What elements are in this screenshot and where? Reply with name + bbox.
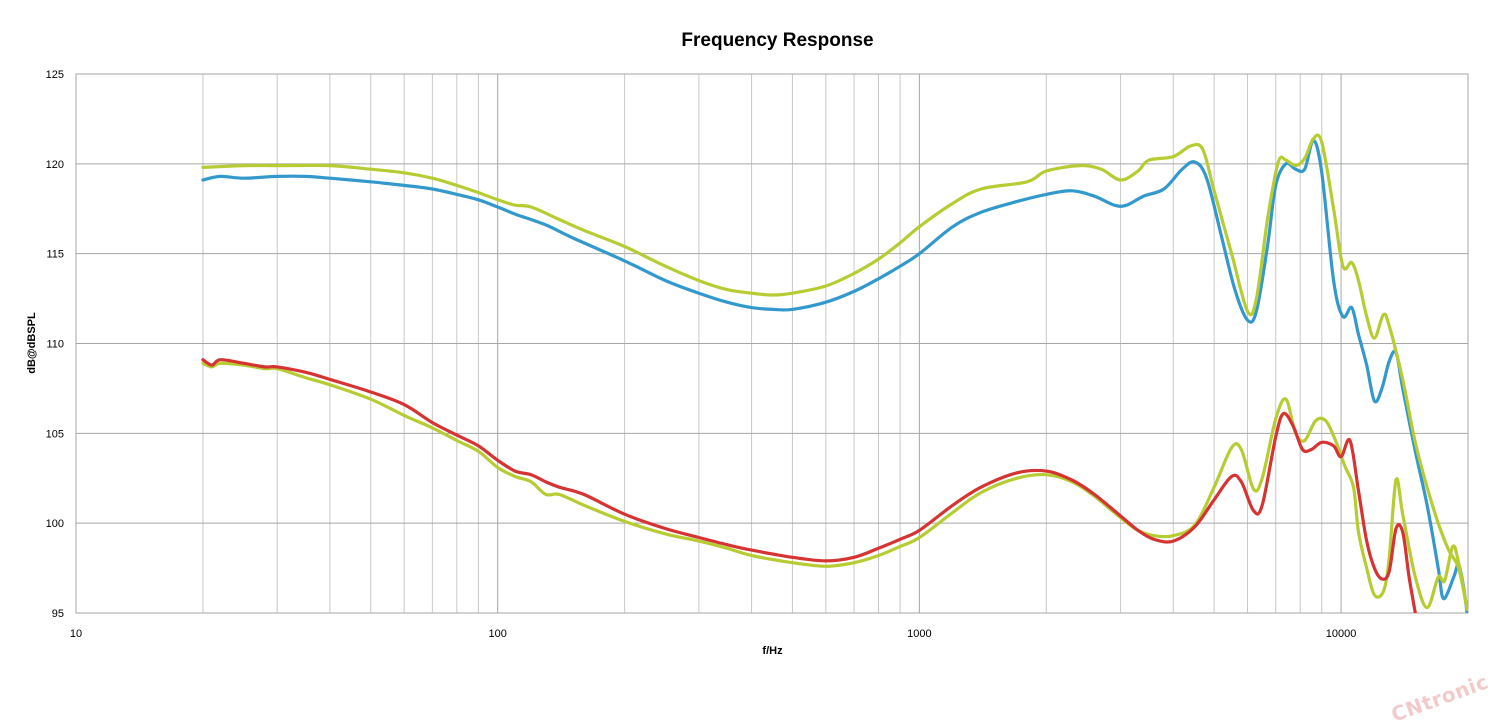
series-line-4 [201,358,1417,613]
x-tick-label: 10 [70,628,82,640]
chart-area: Frequency Response dB@dBSPL f/Hz 95 100 10… [26,30,1492,727]
chart-title: Frequency Response [681,30,874,51]
y-tick-label: 100 [46,518,64,530]
x-tick-label: 10000 [1326,628,1357,640]
series-line-2 [201,133,1468,611]
y-tick-label: 95 [52,608,64,620]
y-tick-label: 110 [46,339,64,351]
y-tick-label: 120 [46,159,64,171]
y-tick-label: 125 [46,69,64,81]
y-tick-label: 115 [46,249,64,261]
series-line-1 [201,138,1468,613]
x-tick-label: 100 [489,628,507,640]
y-tick-label: 105 [46,428,64,440]
plot-svg: 95 100 105 110 115 120 125 10 100 1000 10000 [46,69,1469,640]
x-axis-label: f/Hz [762,645,783,657]
series-line-3 [201,361,1468,611]
x-tick-label: 1000 [907,628,931,640]
plot-frame [75,73,1469,614]
